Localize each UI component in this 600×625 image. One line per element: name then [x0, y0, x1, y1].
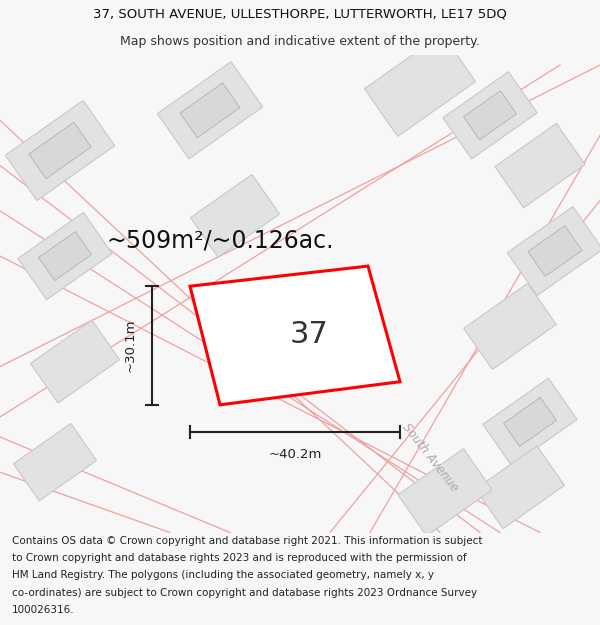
- Polygon shape: [464, 91, 517, 140]
- Polygon shape: [464, 283, 556, 369]
- Polygon shape: [508, 206, 600, 296]
- Text: 100026316.: 100026316.: [12, 604, 74, 614]
- Polygon shape: [398, 449, 492, 536]
- Polygon shape: [38, 231, 91, 281]
- Text: to Crown copyright and database rights 2023 and is reproduced with the permissio: to Crown copyright and database rights 2…: [12, 553, 467, 563]
- Polygon shape: [31, 320, 119, 403]
- Text: 37: 37: [290, 320, 329, 349]
- Text: ~40.2m: ~40.2m: [268, 448, 322, 461]
- Polygon shape: [191, 174, 280, 258]
- Text: 37, SOUTH AVENUE, ULLESTHORPE, LUTTERWORTH, LE17 5DQ: 37, SOUTH AVENUE, ULLESTHORPE, LUTTERWOR…: [93, 8, 507, 20]
- Text: ~30.1m: ~30.1m: [124, 319, 137, 372]
- Polygon shape: [180, 83, 240, 138]
- Text: Contains OS data © Crown copyright and database right 2021. This information is : Contains OS data © Crown copyright and d…: [12, 536, 482, 546]
- Polygon shape: [29, 122, 91, 179]
- Polygon shape: [157, 62, 263, 159]
- Text: co-ordinates) are subject to Crown copyright and database rights 2023 Ordnance S: co-ordinates) are subject to Crown copyr…: [12, 588, 477, 598]
- Polygon shape: [495, 123, 585, 208]
- Polygon shape: [503, 398, 556, 446]
- Text: South Avenue: South Avenue: [400, 421, 461, 494]
- Polygon shape: [13, 423, 97, 501]
- Polygon shape: [364, 34, 476, 136]
- Text: ~509m²/~0.126ac.: ~509m²/~0.126ac.: [106, 229, 334, 253]
- Polygon shape: [528, 226, 582, 276]
- Polygon shape: [476, 446, 565, 529]
- Text: Map shows position and indicative extent of the property.: Map shows position and indicative extent…: [120, 35, 480, 48]
- Text: HM Land Registry. The polygons (including the associated geometry, namely x, y: HM Land Registry. The polygons (includin…: [12, 571, 434, 581]
- Polygon shape: [190, 266, 400, 405]
- Polygon shape: [18, 213, 112, 300]
- Polygon shape: [483, 378, 577, 466]
- Polygon shape: [443, 72, 537, 159]
- Polygon shape: [5, 101, 115, 201]
